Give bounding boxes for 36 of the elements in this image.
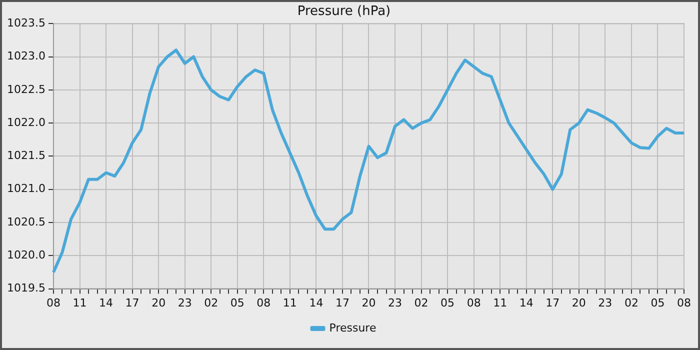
y-tick-label: 1023.0 — [6, 50, 46, 63]
x-tick-label: 14 — [519, 296, 534, 310]
x-tick-label: 20 — [152, 296, 166, 310]
y-tick-label: 1021.0 — [6, 182, 46, 196]
x-tick-label: 23 — [598, 296, 612, 310]
x-tick-label: 02 — [414, 296, 428, 310]
x-tick-label: 08 — [256, 296, 271, 310]
x-tick-label: 23 — [178, 296, 192, 310]
chart-title: Pressure (hPa) — [297, 4, 391, 20]
y-tick-label: 1023.5 — [6, 16, 46, 30]
x-tick-label: 23 — [388, 296, 402, 310]
x-tick-label: 17 — [335, 296, 350, 310]
x-tick-label: 08 — [46, 296, 60, 310]
y-tick-label: 1021.5 — [6, 149, 46, 162]
y-tick-label: 1019.5 — [6, 282, 46, 295]
x-tick-label: 14 — [309, 296, 324, 310]
x-tick-label: 17 — [125, 296, 140, 310]
x-tick-label: 14 — [99, 296, 114, 310]
y-tick-label: 1022.5 — [6, 82, 46, 96]
x-tick-label: 05 — [650, 296, 665, 310]
x-tick-label: 02 — [204, 296, 218, 310]
x-tick-label: 11 — [282, 296, 297, 310]
x-tick-label: 20 — [572, 296, 586, 310]
x-tick-label: 11 — [493, 296, 508, 310]
y-tick-label: 1020.5 — [6, 215, 46, 228]
x-tick-label: 11 — [72, 296, 87, 310]
y-tick-label: 1022.0 — [6, 116, 46, 129]
y-tick-label: 1020.0 — [6, 248, 46, 262]
x-tick-label: 05 — [440, 296, 455, 310]
x-tick-label: 17 — [546, 296, 560, 310]
legend-label: Pressure — [329, 321, 376, 334]
x-tick-label: 05 — [230, 296, 244, 310]
x-tick-label: 02 — [624, 296, 638, 310]
x-tick-label: 08 — [466, 296, 481, 310]
x-tick-label: 20 — [362, 296, 376, 310]
x-tick-label: 08 — [677, 296, 691, 310]
